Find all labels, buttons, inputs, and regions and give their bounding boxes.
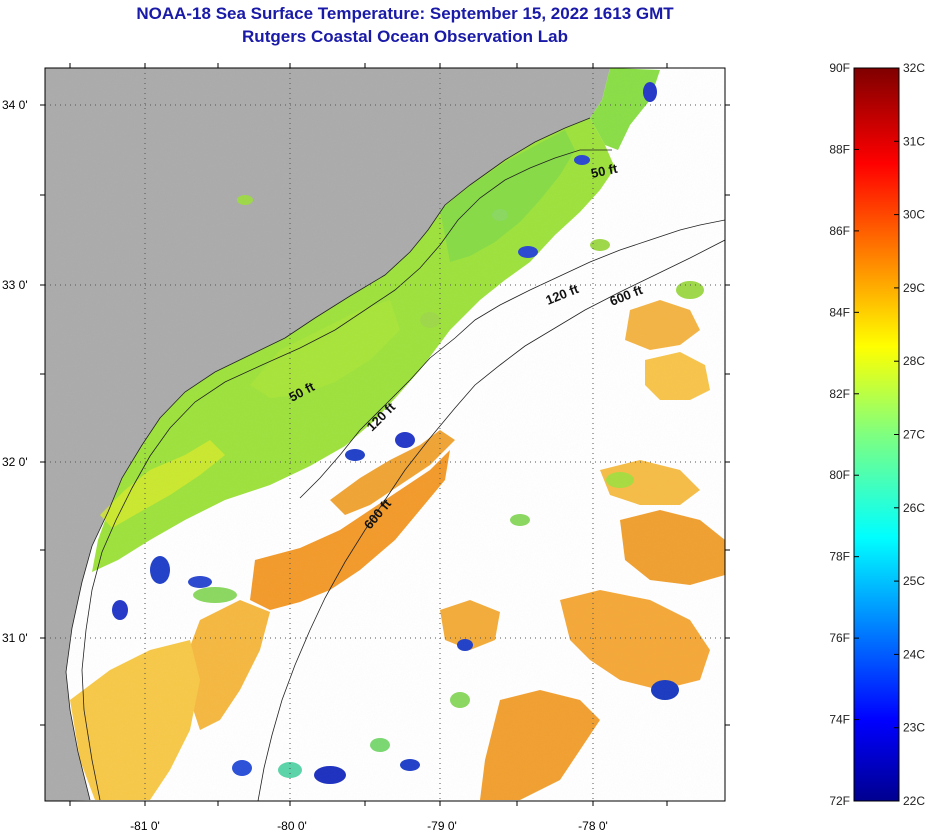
- lon-label-81: -81 0': [130, 819, 160, 832]
- lat-label-32: 32 0': [2, 455, 28, 469]
- lon-label-79: -79 0': [427, 819, 457, 832]
- lon-label-78: -78 0': [578, 819, 608, 832]
- title-line-2: Rutgers Coastal Ocean Observation Lab: [242, 27, 568, 46]
- lat-label-33: 33 0': [2, 278, 28, 292]
- contour-50ft-line: [81, 149, 612, 801]
- coastline: [65, 117, 591, 801]
- map-frame: [44, 67, 726, 802]
- title-line-1: NOAA-18 Sea Surface Temperature: Septemb…: [136, 4, 674, 23]
- sensor-noise-texture: [45, 68, 725, 801]
- lon-label-80: -80 0': [277, 819, 307, 832]
- contour-label-50ft-north: 50 ft: [590, 161, 620, 181]
- graticule: [45, 68, 725, 801]
- lat-label-34: 34 0': [2, 98, 28, 112]
- axis-ticks: [40, 63, 730, 806]
- lat-label-31: 31 0': [2, 631, 28, 645]
- contour-120ft-line: [299, 219, 725, 499]
- contour-600ft-line: [257, 239, 725, 801]
